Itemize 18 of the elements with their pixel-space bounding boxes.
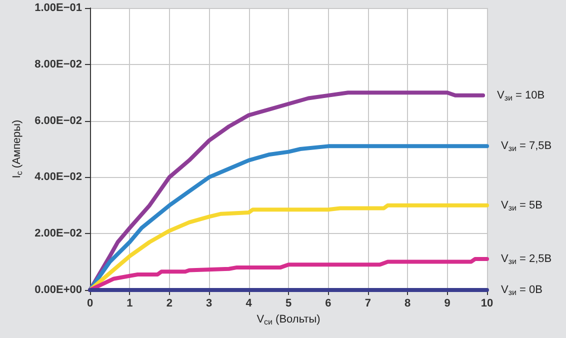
y-tick-label: 4.00E−02 [34,171,82,184]
y-axis-title: Ic (Амперы) [11,120,24,178]
x-tick-label: 7 [364,298,371,310]
y-tick-label: 2.00E−02 [34,228,82,240]
y-tick-label: 8.00E−02 [34,58,82,70]
x-tick-label: 3 [206,298,212,310]
x-tick-label: 4 [246,298,253,310]
x-tick-label: 8 [404,298,411,310]
x-tick-label: 10 [480,298,494,310]
y-tick-label: 1.00E−01 [34,2,82,14]
x-tick-label: 1 [126,298,133,310]
x-tick-label: 0 [86,298,94,310]
x-tick-label: 9 [444,298,450,310]
x-tick-label: 2 [166,298,172,310]
x-tick-label: 6 [325,298,332,310]
x-tick-label: 5 [285,298,292,310]
y-tick-label: 0.00E+00 [34,284,82,296]
y-tick-label: 6.00E−02 [34,114,82,127]
